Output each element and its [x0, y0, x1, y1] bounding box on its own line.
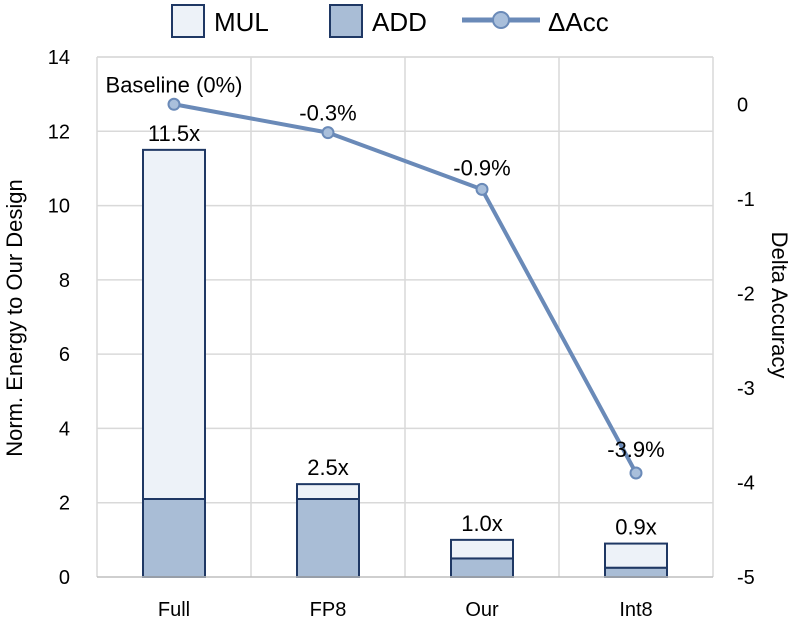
x-tick-label: Int8: [619, 599, 652, 621]
x-tick-label: Our: [465, 599, 499, 621]
y-left-tick-label: 6: [59, 344, 70, 366]
legend-label-add: ADD: [372, 7, 427, 37]
y-axis-title-right: Delta Accuracy: [767, 232, 792, 379]
legend-label-mul: MUL: [214, 7, 269, 37]
delta-accuracy-label: -0.3%: [299, 101, 356, 126]
y-left-tick-label: 14: [48, 47, 70, 69]
bar-total-label: 1.0x: [461, 511, 503, 536]
x-tick-label: FP8: [310, 599, 347, 621]
bar-add-full: [142, 498, 206, 578]
bar-add-int8: [604, 566, 668, 579]
y-right-tick-label: -3: [737, 378, 755, 400]
delta-accuracy-point: [475, 182, 489, 196]
y-right-tick-label: -5: [737, 567, 755, 589]
bar-add-fp8: [296, 498, 360, 578]
x-tick-label: Full: [158, 599, 190, 621]
point-labels: Baseline (0%) -0.3% -0.9% -3.9%: [106, 72, 665, 462]
bar-total-label: 2.5x: [307, 455, 349, 480]
bars: [142, 148, 668, 579]
delta-accuracy-label: Baseline (0%): [106, 72, 243, 97]
axes: 0 2 4 6 8 10 12 14 0 -1 -2 -3 -4 -5 Full FP8 Our Int8: [48, 47, 755, 621]
y-left-tick-label: 10: [48, 196, 70, 218]
y-left-tick-label: 2: [59, 493, 70, 515]
delta-accuracy-point: [629, 466, 643, 480]
y-left-tick-label: 4: [59, 418, 70, 440]
delta-accuracy-line: [167, 97, 643, 480]
y-right-tick-label: -1: [737, 189, 755, 211]
legend: MUL ADD ΔAcc: [171, 4, 609, 38]
delta-accuracy-label: -0.9%: [453, 155, 510, 180]
bar-add-our: [450, 557, 514, 579]
bar-mul-full: [142, 148, 206, 500]
delta-accuracy-point: [167, 97, 181, 111]
y-left-tick-label: 8: [59, 270, 70, 292]
y-right-tick-label: -2: [737, 283, 755, 305]
legend-label-delta-acc: ΔAcc: [548, 7, 609, 37]
bar-mul-int8: [604, 542, 668, 569]
bar-labels: 11.5x 2.5x 1.0x 0.9x: [148, 121, 657, 540]
delta-accuracy-polyline: [173, 102, 638, 474]
legend-swatch-add: [329, 4, 363, 38]
bar-mul-our: [450, 538, 514, 560]
bar-total-label: 11.5x: [148, 121, 200, 146]
legend-marker-delta-acc: [492, 11, 510, 29]
y-right-tick-label: 0: [737, 94, 748, 116]
bar-mul-fp8: [296, 483, 360, 500]
y-left-tick-label: 12: [48, 121, 70, 143]
bar-total-label: 0.9x: [615, 515, 657, 540]
delta-accuracy-point: [321, 126, 335, 140]
y-axis-title-left: Norm. Energy to Our Design: [2, 179, 27, 457]
delta-accuracy-label: -3.9%: [607, 437, 664, 462]
y-left-tick-label: 0: [59, 567, 70, 589]
y-right-tick-label: -4: [737, 472, 755, 494]
legend-swatch-mul: [171, 4, 205, 38]
